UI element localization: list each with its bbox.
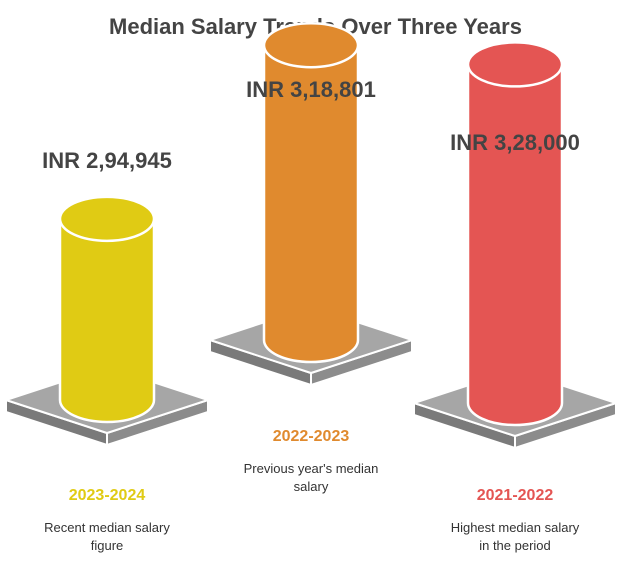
bar-top-2022-2023 <box>262 21 360 69</box>
value-label-2022-2023: INR 3,18,801 <box>246 77 376 102</box>
bar-top-2021-2022 <box>466 41 564 88</box>
bar-2022-2023 <box>262 43 360 364</box>
description-line: Previous year's median <box>244 461 379 476</box>
bar-2021-2022 <box>466 63 564 427</box>
value-label-2023-2024: INR 2,94,945 <box>42 148 172 173</box>
category-label-2022-2023: 2022-2023 <box>273 428 350 445</box>
value-label-2021-2022: INR 3,28,000 <box>450 130 580 155</box>
bar-top-2023-2024 <box>58 195 156 243</box>
description-line: Recent median salary <box>44 520 170 535</box>
description-line: in the period <box>479 538 551 553</box>
description-line: Highest median salary <box>451 520 580 535</box>
category-label-2021-2022: 2021-2022 <box>477 487 554 504</box>
description-line: figure <box>91 538 124 553</box>
category-label-2023-2024: 2023-2024 <box>69 487 146 504</box>
bar-2023-2024 <box>58 217 156 424</box>
description-line: salary <box>294 479 329 494</box>
